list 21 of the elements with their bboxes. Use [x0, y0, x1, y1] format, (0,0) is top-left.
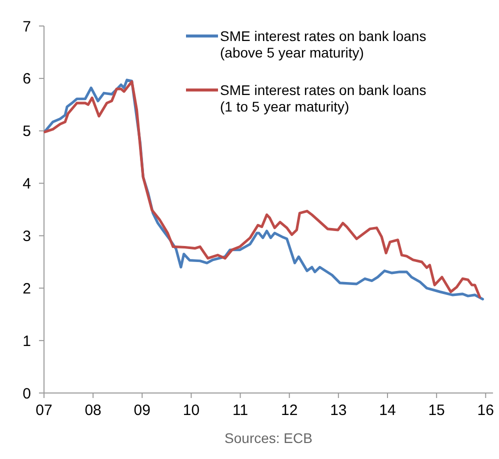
y-tick-label: 3: [22, 228, 31, 245]
legend-label: SME interest rates on bank loans (above 5 year maturity): [220, 28, 426, 61]
x-tick-label: 16: [477, 402, 494, 419]
source-note: Sources: ECB: [224, 430, 312, 446]
y-tick-label: 7: [22, 18, 31, 36]
x-tick-label: 12: [281, 402, 298, 419]
legend-label: SME interest rates on bank loans (1 to 5 year maturity): [220, 82, 426, 115]
y-tick-label: 0: [22, 385, 31, 402]
y-tick-label: 2: [22, 280, 31, 298]
y-tick-label: 4: [22, 176, 31, 193]
y-tick-label: 1: [22, 332, 31, 350]
x-tick-label: 08: [84, 402, 102, 419]
y-tick-label: 5: [22, 123, 31, 140]
x-tick-label: 09: [134, 402, 150, 419]
y-tick-label: 6: [22, 70, 31, 88]
x-tick-label: 11: [232, 402, 248, 419]
x-tick-label: 10: [182, 402, 200, 419]
x-tick-label: 13: [330, 402, 347, 419]
x-tick-label: 14: [379, 402, 396, 419]
x-tick-label: 07: [36, 402, 52, 419]
x-tick-label: 15: [428, 402, 445, 419]
